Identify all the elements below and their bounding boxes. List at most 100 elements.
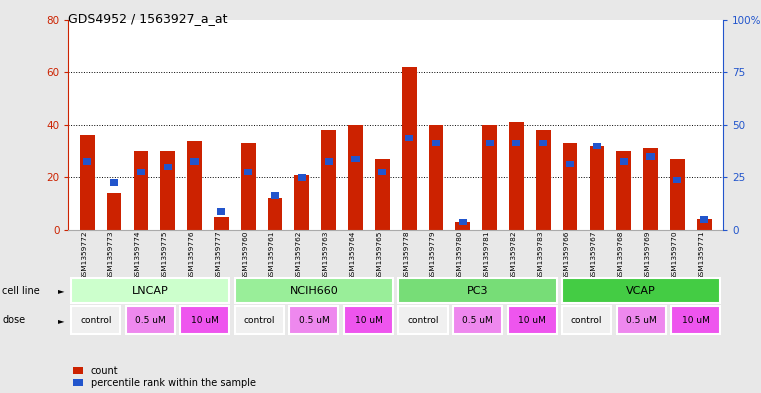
Bar xyxy=(378,169,387,175)
Text: GSM1359778: GSM1359778 xyxy=(403,231,409,281)
Bar xyxy=(214,217,229,230)
Bar xyxy=(348,125,363,230)
Text: GSM1359768: GSM1359768 xyxy=(618,231,624,280)
Bar xyxy=(700,216,708,223)
Text: GSM1359765: GSM1359765 xyxy=(376,231,382,280)
Text: control: control xyxy=(571,316,603,325)
Text: GSM1359763: GSM1359763 xyxy=(323,231,329,280)
Bar xyxy=(562,278,720,303)
Bar xyxy=(562,306,611,334)
Text: GSM1359774: GSM1359774 xyxy=(135,231,141,280)
Bar xyxy=(508,306,556,334)
Text: cell line: cell line xyxy=(2,286,40,296)
Text: PC3: PC3 xyxy=(466,286,489,296)
Text: ►: ► xyxy=(58,316,65,325)
Text: 0.5 uM: 0.5 uM xyxy=(135,316,166,325)
Bar xyxy=(180,306,229,334)
Bar xyxy=(344,306,393,334)
Text: 0.5 uM: 0.5 uM xyxy=(298,316,330,325)
Bar xyxy=(482,125,497,230)
Bar xyxy=(670,159,685,230)
Text: GSM1359770: GSM1359770 xyxy=(671,231,677,281)
Bar xyxy=(486,140,494,147)
Bar xyxy=(405,135,413,141)
Text: control: control xyxy=(244,316,275,325)
Text: GSM1359777: GSM1359777 xyxy=(215,231,221,281)
Text: GSM1359780: GSM1359780 xyxy=(457,231,463,281)
Bar xyxy=(643,149,658,230)
Text: VCAP: VCAP xyxy=(626,286,656,296)
Bar xyxy=(298,174,306,181)
Text: GSM1359776: GSM1359776 xyxy=(189,231,195,280)
Text: 10 uM: 10 uM xyxy=(355,316,382,325)
Bar xyxy=(190,158,199,165)
Bar xyxy=(126,306,175,334)
Text: GSM1359772: GSM1359772 xyxy=(81,231,88,281)
Bar xyxy=(321,130,336,230)
Bar xyxy=(289,306,339,334)
Text: 10 uM: 10 uM xyxy=(191,316,218,325)
Bar xyxy=(509,122,524,230)
Bar xyxy=(402,67,416,230)
Text: 0.5 uM: 0.5 uM xyxy=(626,316,657,325)
Bar xyxy=(235,306,284,334)
Bar xyxy=(83,158,91,165)
Bar xyxy=(673,177,681,183)
Bar xyxy=(590,146,604,230)
Bar xyxy=(218,208,225,215)
Bar xyxy=(187,141,202,230)
Text: GSM1359762: GSM1359762 xyxy=(296,231,302,280)
Text: GSM1359773: GSM1359773 xyxy=(108,231,114,280)
Bar xyxy=(295,175,309,230)
Bar xyxy=(540,140,547,147)
Text: GDS4952 / 1563927_a_at: GDS4952 / 1563927_a_at xyxy=(68,12,228,25)
Text: GSM1359761: GSM1359761 xyxy=(269,231,275,280)
Text: GSM1359781: GSM1359781 xyxy=(483,231,489,281)
Bar xyxy=(161,151,175,230)
Bar xyxy=(133,151,148,230)
Legend: count, percentile rank within the sample: count, percentile rank within the sample xyxy=(73,366,256,388)
Bar xyxy=(671,306,720,334)
Bar xyxy=(566,161,574,167)
Bar xyxy=(72,306,120,334)
Bar xyxy=(647,153,654,160)
Bar xyxy=(107,193,122,230)
Text: GSM1359764: GSM1359764 xyxy=(349,231,355,280)
Bar xyxy=(110,179,118,186)
Bar xyxy=(164,163,172,170)
Bar xyxy=(352,156,359,162)
Bar xyxy=(399,278,556,303)
Bar xyxy=(375,159,390,230)
Bar xyxy=(619,158,628,165)
Bar xyxy=(72,278,229,303)
Bar xyxy=(235,278,393,303)
Bar xyxy=(268,198,282,230)
Text: GSM1359783: GSM1359783 xyxy=(537,231,543,280)
Bar xyxy=(536,130,551,230)
Text: 0.5 uM: 0.5 uM xyxy=(462,316,493,325)
Bar xyxy=(137,169,145,175)
Text: GSM1359766: GSM1359766 xyxy=(564,231,570,280)
Text: dose: dose xyxy=(2,315,25,325)
Bar xyxy=(562,143,578,230)
Text: GSM1359760: GSM1359760 xyxy=(242,231,248,280)
Text: GSM1359771: GSM1359771 xyxy=(698,231,704,281)
Bar xyxy=(432,140,440,147)
Bar xyxy=(325,158,333,165)
Bar xyxy=(616,306,666,334)
Text: NCIH660: NCIH660 xyxy=(289,286,339,296)
Bar xyxy=(80,135,94,230)
Text: control: control xyxy=(80,316,112,325)
Bar xyxy=(459,219,466,225)
Bar xyxy=(697,219,712,230)
Bar xyxy=(240,143,256,230)
Text: GSM1359769: GSM1359769 xyxy=(645,231,651,280)
Text: 10 uM: 10 uM xyxy=(518,316,546,325)
Bar xyxy=(512,140,521,147)
Text: ►: ► xyxy=(58,286,65,295)
Bar xyxy=(455,222,470,230)
Bar xyxy=(453,306,502,334)
Text: GSM1359779: GSM1359779 xyxy=(430,231,436,281)
Text: GSM1359782: GSM1359782 xyxy=(511,231,517,281)
Text: GSM1359767: GSM1359767 xyxy=(591,231,597,280)
